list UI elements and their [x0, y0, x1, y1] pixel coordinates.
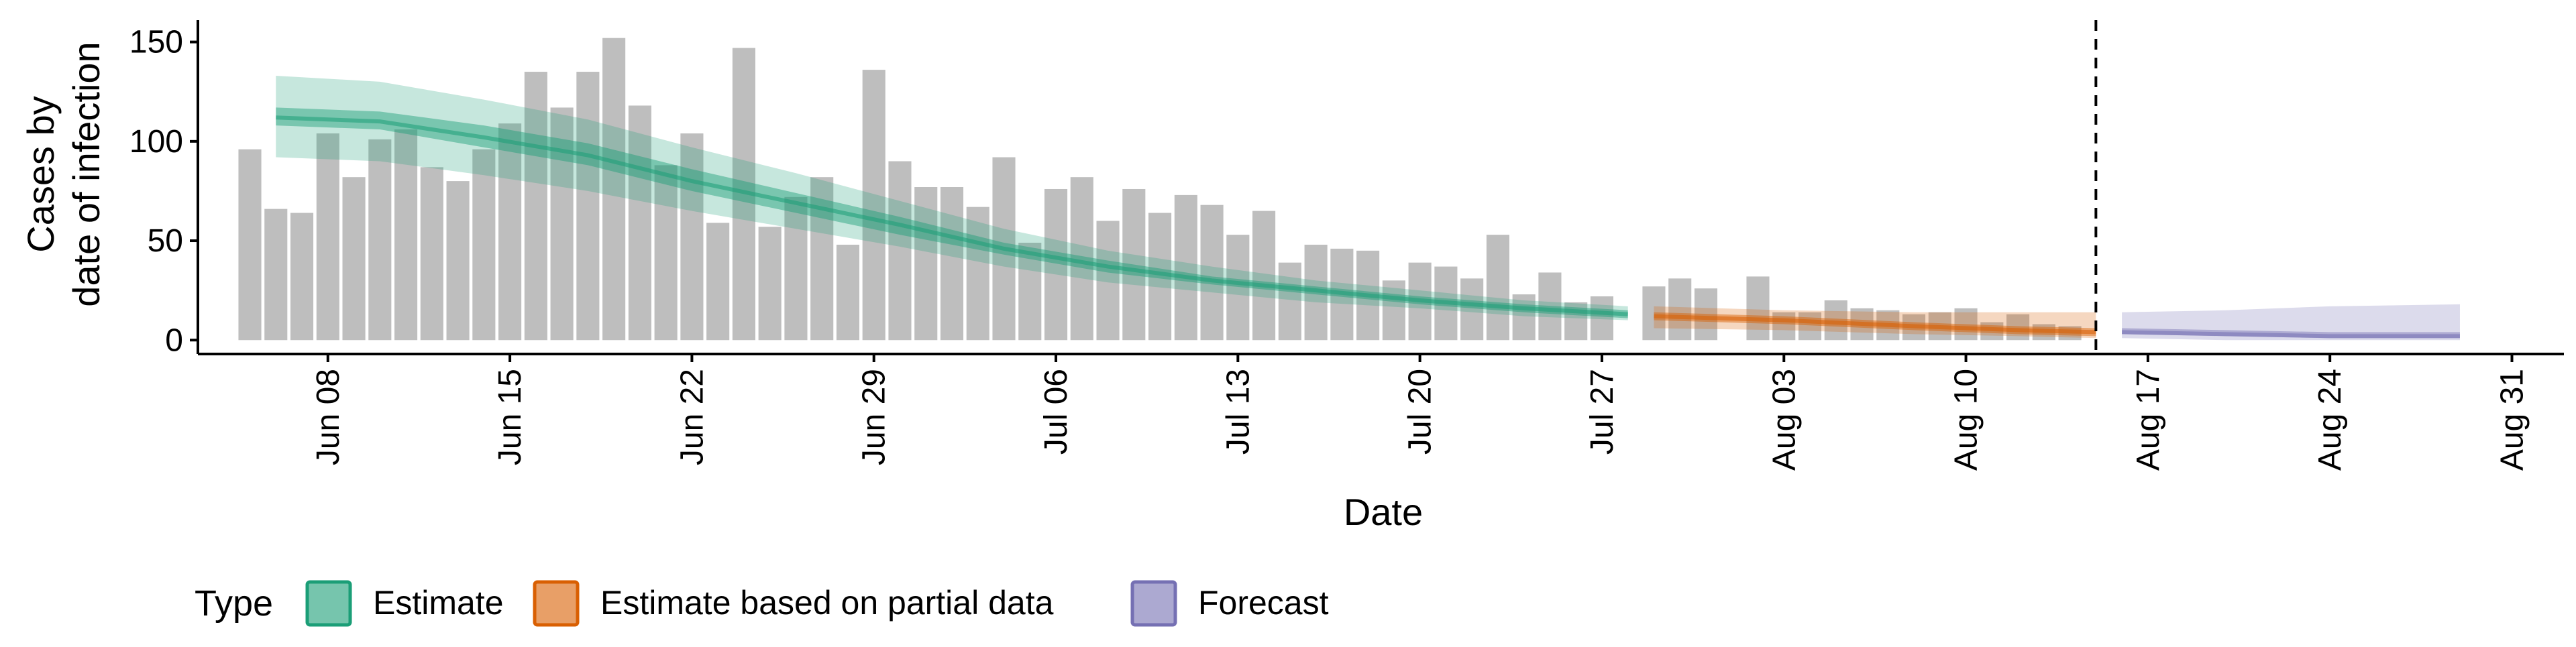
x-tick-label: Jun 15: [492, 369, 528, 465]
bar: [264, 209, 288, 341]
x-tick-label: Jul 20: [1403, 369, 1438, 455]
x-tick-label: Aug 10: [1949, 369, 1984, 471]
y-tick-label: 100: [129, 124, 183, 160]
bar: [446, 181, 470, 341]
bar: [836, 244, 860, 341]
bar: [1824, 300, 1847, 341]
bar: [654, 165, 678, 341]
bar: [472, 149, 496, 341]
legend-key: [1130, 580, 1177, 627]
legend-label: Estimate based on partial data: [600, 584, 1054, 622]
y-tick-label: 50: [148, 223, 183, 259]
bar: [394, 129, 418, 341]
legend-key: [305, 580, 352, 627]
bar: [1512, 294, 1536, 341]
legend-title: Type: [195, 583, 273, 624]
y-tick-label: 0: [165, 322, 183, 358]
x-tick-label: Jul 13: [1220, 369, 1256, 455]
bar: [1564, 302, 1588, 341]
bar: [1460, 278, 1484, 341]
axes-layer: 0 50 100 150 Jun 08 Jun 15 Jun 22 Jun 29 Jul 06 J…: [129, 20, 2564, 471]
bar: [1226, 235, 1250, 341]
bar: [550, 107, 574, 341]
y-tick-label: 150: [129, 25, 183, 60]
bar: [420, 167, 443, 341]
bar: [1590, 296, 1613, 341]
x-tick-label: Jul 06: [1038, 369, 1074, 455]
x-tick-label: Aug 17: [2131, 369, 2166, 471]
bar: [1278, 262, 1301, 341]
x-tick-label: Aug 24: [2312, 369, 2348, 471]
bar: [1772, 312, 1796, 341]
bar: [1642, 286, 1666, 341]
estimate-ribbon-90: [276, 76, 1628, 320]
bar: [810, 177, 834, 341]
bar: [342, 177, 366, 341]
estimate-based-on-partial-data-median-line: [1654, 314, 2096, 335]
bar: [862, 70, 885, 341]
bar: [2006, 314, 2030, 341]
x-tick-label: Jun 29: [857, 369, 892, 465]
bar: [1174, 194, 1197, 341]
bar: [1668, 278, 1692, 341]
bar: [784, 196, 808, 341]
legend-label: Forecast: [1198, 584, 1329, 622]
x-tick-label: Jun 22: [674, 369, 710, 465]
bar: [940, 187, 964, 341]
bar: [706, 223, 730, 341]
bar: [628, 105, 651, 341]
bar: [680, 133, 704, 341]
forecast-ribbon-90: [2122, 304, 2460, 341]
legend: Type Estimate Estimate based on partial d…: [195, 580, 1329, 627]
bar: [368, 139, 392, 341]
forecast-median-line: [2122, 330, 2460, 339]
ribbons-layer: [276, 76, 2460, 341]
x-tick-label: Jul 27: [1585, 369, 1620, 455]
legend-label: Estimate: [373, 584, 504, 622]
bar: [1486, 235, 1509, 341]
x-axis-title: Date: [1344, 491, 1423, 533]
bars-layer: [238, 38, 2082, 341]
y-axis-title-line2: date of infection: [65, 42, 107, 306]
bar: [290, 213, 314, 341]
bar: [1954, 308, 1978, 341]
bar: [238, 149, 262, 341]
bar: [966, 207, 989, 341]
bar: [1122, 188, 1146, 341]
bar: [316, 133, 339, 341]
bar: [1798, 312, 1822, 341]
y-axis-title-line1: Cases by: [19, 96, 62, 252]
bar: [1018, 243, 1042, 341]
bar: [1538, 272, 1562, 341]
bar: [1382, 280, 1405, 341]
bar: [576, 72, 600, 341]
bar: [1746, 276, 1770, 341]
bar: [1694, 288, 1718, 341]
bar: [1096, 221, 1120, 341]
x-tick-label: Aug 31: [2494, 369, 2530, 471]
bar: [602, 38, 626, 341]
bar: [758, 227, 782, 341]
bar: [1252, 211, 1276, 341]
estimate-median-line: [276, 115, 1628, 316]
bar: [498, 123, 522, 341]
legend-key: [533, 580, 580, 627]
x-tick-label: Aug 03: [1766, 369, 1802, 471]
bar: [524, 72, 547, 341]
bar: [888, 161, 912, 341]
bar: [1070, 177, 1093, 341]
bar: [914, 187, 938, 341]
bar: [1200, 204, 1224, 341]
x-tick-label: Jun 08: [311, 369, 346, 465]
bar: [1044, 188, 1068, 341]
